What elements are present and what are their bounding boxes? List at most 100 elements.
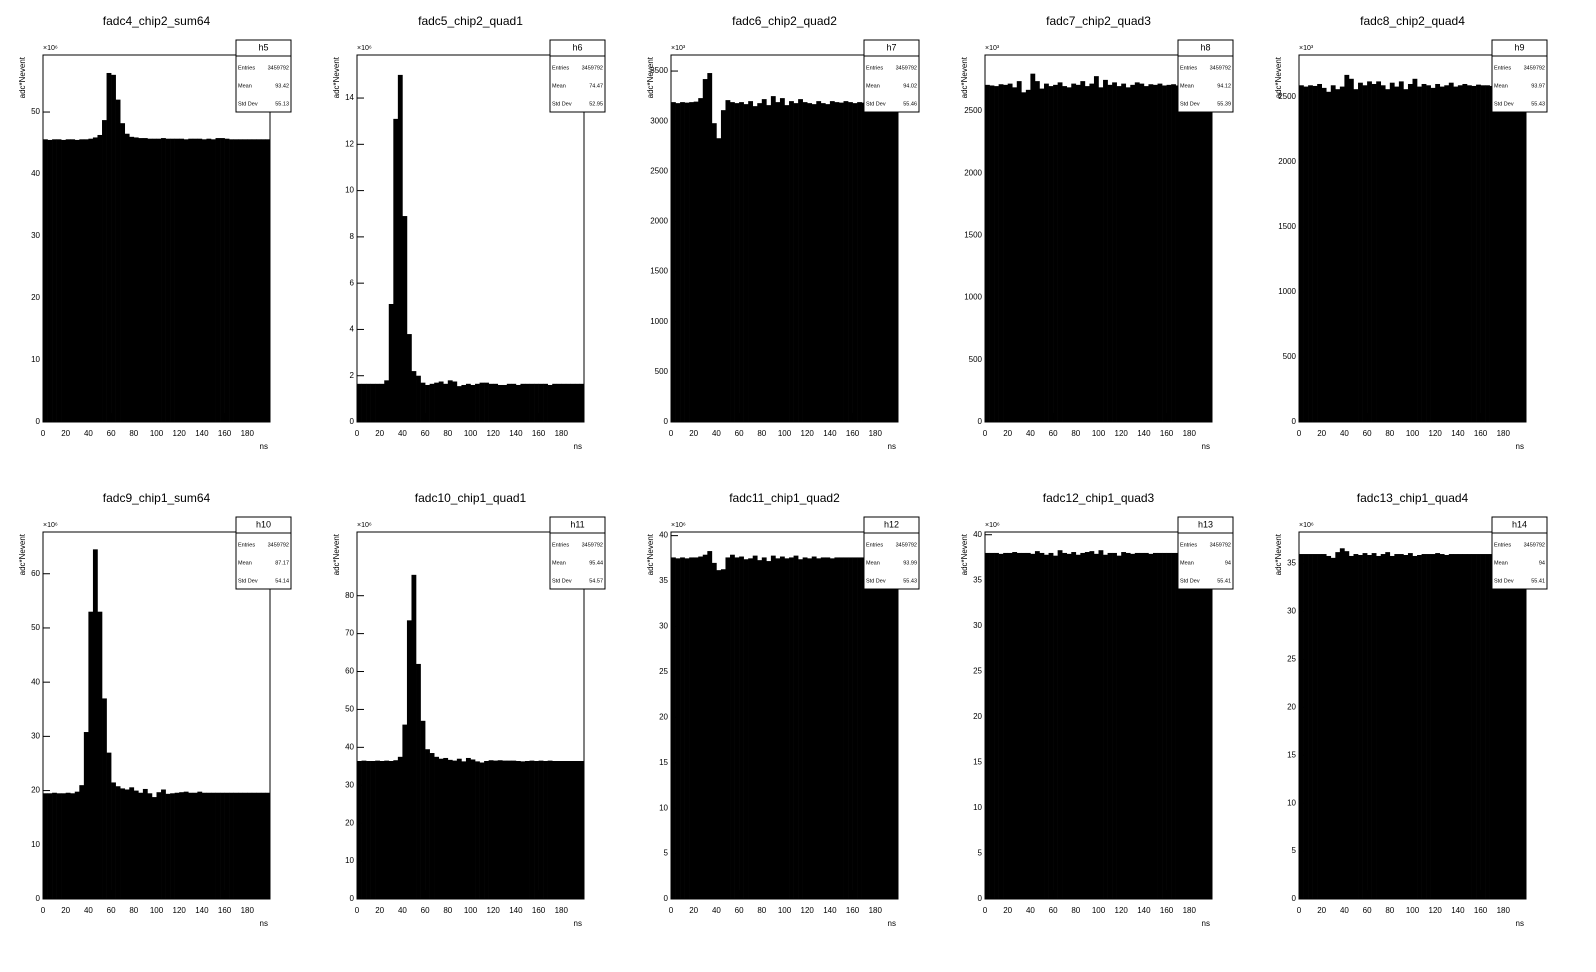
bar [879, 557, 885, 899]
x-tick-label: 0 [669, 906, 674, 915]
bar [1466, 85, 1472, 422]
bar [83, 139, 89, 423]
bar [1426, 85, 1431, 422]
bar [1476, 554, 1481, 899]
stats-value: 94.12 [1217, 83, 1231, 89]
bar [61, 793, 66, 899]
stats-value: 3459792 [896, 65, 917, 71]
bar [538, 383, 544, 422]
bar [1021, 92, 1027, 423]
x-tick-label: 120 [173, 906, 187, 915]
bar [1485, 85, 1490, 422]
x-tick-label: 120 [1115, 429, 1129, 438]
bar [1444, 85, 1450, 422]
x-tick-label: 100 [778, 429, 792, 438]
bar [1012, 552, 1018, 899]
bar [215, 792, 221, 899]
bar [1103, 554, 1108, 899]
bar [97, 611, 103, 899]
bar [165, 793, 171, 899]
x-tick-label: 0 [669, 429, 674, 438]
bar [698, 98, 704, 422]
bar [547, 760, 553, 899]
bar [174, 792, 180, 899]
bar [1039, 88, 1045, 422]
bar [247, 139, 253, 423]
bar [1034, 551, 1040, 899]
chart-title: fadc9_chip1_sum64 [103, 491, 211, 505]
bar [1025, 552, 1031, 899]
bar [206, 792, 212, 899]
bar [88, 138, 94, 423]
bar [1385, 89, 1391, 423]
x-tick-label: 140 [1137, 429, 1151, 438]
bar [1048, 86, 1054, 423]
bar [789, 101, 794, 423]
x-tick-label: 40 [398, 429, 407, 438]
y-tick-label: 20 [1287, 702, 1296, 711]
y-multiplier: ×10³ [985, 45, 1000, 52]
bar [1389, 82, 1395, 422]
bar [1066, 553, 1072, 899]
x-tick-label: 140 [1451, 906, 1465, 915]
bar [506, 383, 512, 422]
x-tick-label: 160 [1160, 906, 1174, 915]
bar [1353, 554, 1359, 899]
stats-name: h6 [572, 42, 582, 52]
bar [1148, 553, 1154, 899]
x-tick-label: 180 [869, 429, 883, 438]
bar [994, 86, 999, 423]
bar [671, 102, 676, 422]
x-tick-label: 160 [846, 906, 860, 915]
bar [1012, 87, 1018, 422]
y-tick-label: 30 [31, 231, 40, 240]
bar [1439, 554, 1445, 899]
y-axis-title: adc*Nevent [646, 56, 655, 98]
bar [470, 384, 476, 422]
bar [511, 760, 517, 899]
x-tick-label: 0 [355, 906, 360, 915]
x-tick-label: 0 [1297, 906, 1302, 915]
bar [188, 792, 194, 899]
x-tick-label: 100 [150, 906, 164, 915]
bar [1358, 82, 1363, 422]
bar [1385, 552, 1391, 899]
x-tick-label: 80 [129, 429, 138, 438]
bar [1371, 83, 1377, 423]
bar [197, 791, 203, 899]
bar [502, 760, 508, 899]
y-axis-title: adc*Nevent [332, 56, 341, 98]
bar [465, 383, 471, 422]
x-tick-label: 40 [712, 429, 721, 438]
x-tick-label: 40 [1340, 906, 1349, 915]
x-tick-label: 120 [801, 429, 815, 438]
x-axis-title: ns [260, 919, 268, 928]
y-tick-label: 1500 [650, 267, 668, 276]
bar [1166, 84, 1172, 422]
y-tick-label: 5 [1292, 846, 1297, 855]
stats-label: Std Dev [1180, 101, 1200, 107]
bar [707, 73, 713, 422]
stats-value: 74.47 [589, 83, 603, 89]
bar [156, 138, 162, 423]
bar [1335, 89, 1341, 423]
stats-value: 54.14 [275, 578, 289, 584]
bar [770, 96, 776, 422]
bar [1130, 553, 1136, 899]
bar [1112, 552, 1117, 899]
bar [793, 103, 799, 422]
bar [565, 760, 571, 899]
bar [475, 761, 480, 899]
stats-value: 94 [1225, 560, 1231, 566]
chart-title: fadc10_chip1_quad1 [415, 491, 527, 505]
bar [43, 793, 48, 899]
x-tick-label: 120 [1115, 906, 1129, 915]
bar [233, 792, 239, 899]
bar [447, 759, 453, 899]
bar [434, 756, 440, 899]
bar [998, 553, 1004, 899]
bar [1080, 552, 1086, 899]
y-tick-label: 25 [659, 667, 668, 676]
bar [1075, 84, 1081, 422]
bar [825, 557, 831, 899]
